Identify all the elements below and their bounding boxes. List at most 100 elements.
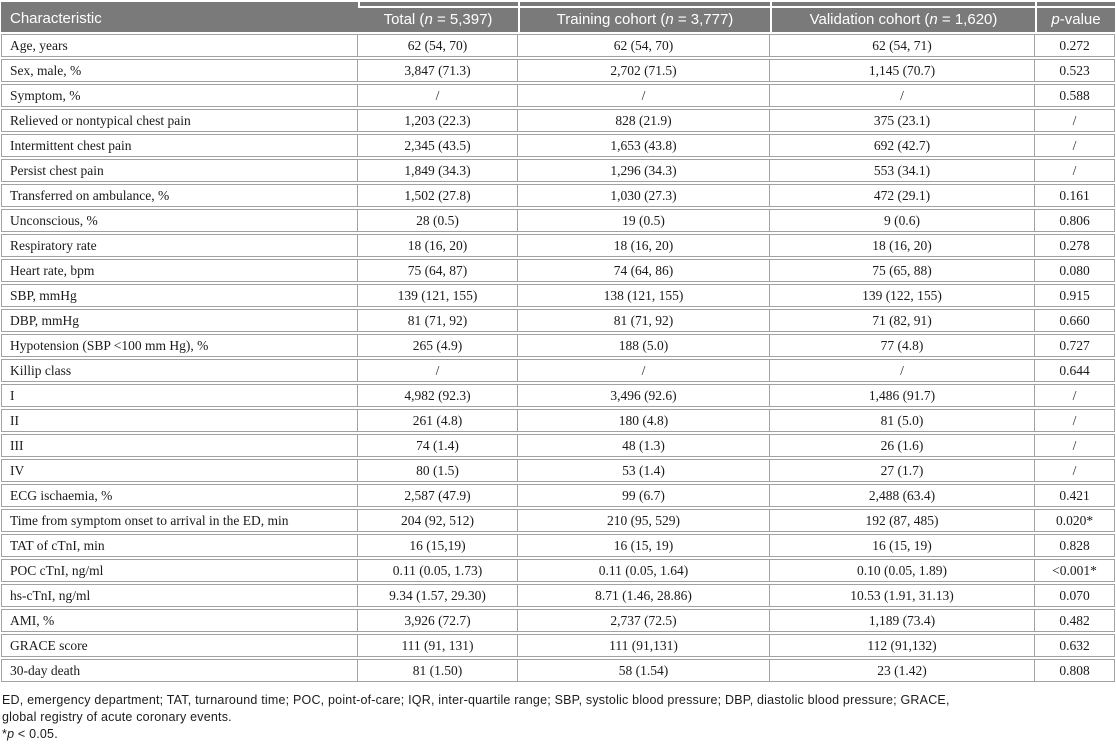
cell-p-value: 0.588	[1035, 84, 1115, 107]
table-row: POC cTnI, ng/ml 0.11 (0.05, 1.73) 0.11 (…	[1, 559, 1115, 582]
cell-training-cohort: 210 (95, 529)	[518, 509, 770, 532]
cell-characteristic: Time from symptom onset to arrival in th…	[1, 509, 358, 532]
cell-p-value: 0.421	[1035, 484, 1115, 507]
cell-validation-cohort: 62 (54, 71)	[770, 34, 1035, 57]
cell-total: 1,203 (22.3)	[358, 109, 518, 132]
cell-characteristic: IV	[1, 459, 358, 482]
abbreviations-note-line2: global registry of acute coronary events…	[2, 710, 232, 724]
column-header-total: Total (n = 5,397)	[358, 8, 518, 32]
header-top-strip-row: Characteristic	[1, 2, 1115, 32]
table-row: III 74 (1.4) 48 (1.3) 26 (1.6) /	[1, 434, 1115, 457]
table-row: AMI, % 3,926 (72.7) 2,737 (72.5) 1,189 (…	[1, 609, 1115, 632]
cell-total: 204 (92, 512)	[358, 509, 518, 532]
cell-validation-cohort: 16 (15, 19)	[770, 534, 1035, 557]
table-row: Persist chest pain 1,849 (34.3) 1,296 (3…	[1, 159, 1115, 182]
header-top-strip	[358, 2, 518, 6]
cell-p-value: <0.001*	[1035, 559, 1115, 582]
cell-training-cohort: 16 (15, 19)	[518, 534, 770, 557]
cell-p-value: 0.161	[1035, 184, 1115, 207]
table-row: Respiratory rate 18 (16, 20) 18 (16, 20)…	[1, 234, 1115, 257]
cell-characteristic: Symptom, %	[1, 84, 358, 107]
cell-p-value: 0.828	[1035, 534, 1115, 557]
cell-total: 2,587 (47.9)	[358, 484, 518, 507]
header-top-strip	[518, 2, 770, 6]
cell-total: 28 (0.5)	[358, 209, 518, 232]
cell-training-cohort: 2,702 (71.5)	[518, 59, 770, 82]
table-row: Relieved or nontypical chest pain 1,203 …	[1, 109, 1115, 132]
cell-training-cohort: 18 (16, 20)	[518, 234, 770, 257]
cell-validation-cohort: 1,486 (91.7)	[770, 384, 1035, 407]
cell-characteristic: Unconscious, %	[1, 209, 358, 232]
cell-validation-cohort: /	[770, 84, 1035, 107]
column-header-validation-cohort: Validation cohort (n = 1,620)	[770, 8, 1035, 32]
table-row: Sex, male, % 3,847 (71.3) 2,702 (71.5) 1…	[1, 59, 1115, 82]
cell-p-value: 0.915	[1035, 284, 1115, 307]
cell-training-cohort: 828 (21.9)	[518, 109, 770, 132]
cell-p-value: 0.727	[1035, 334, 1115, 357]
table-row: Hypotension (SBP <100 mm Hg), % 265 (4.9…	[1, 334, 1115, 357]
significance-threshold: < 0.05.	[14, 727, 58, 741]
cell-validation-cohort: 2,488 (63.4)	[770, 484, 1035, 507]
italic-p: p	[1051, 10, 1060, 28]
italic-p: p	[7, 727, 15, 741]
cell-validation-cohort: 1,145 (70.7)	[770, 59, 1035, 82]
cell-characteristic: 30-day death	[1, 659, 358, 682]
cell-characteristic: TAT of cTnI, min	[1, 534, 358, 557]
column-header-label: Total (	[383, 10, 425, 28]
cell-total: 9.34 (1.57, 29.30)	[358, 584, 518, 607]
cell-training-cohort: 0.11 (0.05, 1.64)	[518, 559, 770, 582]
cell-training-cohort: 188 (5.0)	[518, 334, 770, 357]
column-header-label: Validation cohort (	[809, 10, 930, 28]
cell-training-cohort: 180 (4.8)	[518, 409, 770, 432]
cell-p-value: /	[1035, 159, 1115, 182]
cell-training-cohort: 58 (1.54)	[518, 659, 770, 682]
cell-p-value: 0.644	[1035, 359, 1115, 382]
cell-total: 265 (4.9)	[358, 334, 518, 357]
cell-p-value: 0.080	[1035, 259, 1115, 282]
table-row: TAT of cTnI, min 16 (15,19) 16 (15, 19) …	[1, 534, 1115, 557]
cell-characteristic: Sex, male, %	[1, 59, 358, 82]
cell-total: /	[358, 359, 518, 382]
column-header-label: Training cohort (	[556, 10, 666, 28]
cell-p-value: 0.020*	[1035, 509, 1115, 532]
cell-total: 3,847 (71.3)	[358, 59, 518, 82]
cell-total: 18 (16, 20)	[358, 234, 518, 257]
table-footnotes: ED, emergency department; TAT, turnaroun…	[2, 692, 1113, 743]
cell-validation-cohort: 75 (65, 88)	[770, 259, 1035, 282]
cell-total: 81 (1.50)	[358, 659, 518, 682]
cell-characteristic: Transferred on ambulance, %	[1, 184, 358, 207]
cell-characteristic: SBP, mmHg	[1, 284, 358, 307]
cell-characteristic: Persist chest pain	[1, 159, 358, 182]
cell-p-value: 0.632	[1035, 634, 1115, 657]
cell-p-value: 0.482	[1035, 609, 1115, 632]
table-row: DBP, mmHg 81 (71, 92) 81 (71, 92) 71 (82…	[1, 309, 1115, 332]
cell-total: 80 (1.5)	[358, 459, 518, 482]
cell-characteristic: AMI, %	[1, 609, 358, 632]
cell-total: 16 (15,19)	[358, 534, 518, 557]
cell-validation-cohort: 1,189 (73.4)	[770, 609, 1035, 632]
cell-characteristic: Age, years	[1, 34, 358, 57]
table-row: SBP, mmHg 139 (121, 155) 138 (121, 155) …	[1, 284, 1115, 307]
abbreviations-note-line1: ED, emergency department; TAT, turnaroun…	[2, 693, 950, 707]
cell-training-cohort: 3,496 (92.6)	[518, 384, 770, 407]
cell-training-cohort: 62 (54, 70)	[518, 34, 770, 57]
cell-total: 1,849 (34.3)	[358, 159, 518, 182]
cell-validation-cohort: 26 (1.6)	[770, 434, 1035, 457]
cell-p-value: /	[1035, 109, 1115, 132]
cell-p-value: 0.272	[1035, 34, 1115, 57]
cell-validation-cohort: /	[770, 359, 1035, 382]
header-label-row: Total (n = 5,397) Training cohort (n = 3…	[1, 8, 1115, 32]
cell-p-value: 0.660	[1035, 309, 1115, 332]
cell-total: 74 (1.4)	[358, 434, 518, 457]
table-row: IV 80 (1.5) 53 (1.4) 27 (1.7) /	[1, 459, 1115, 482]
table-row: I 4,982 (92.3) 3,496 (92.6) 1,486 (91.7)…	[1, 384, 1115, 407]
cell-total: 4,982 (92.3)	[358, 384, 518, 407]
table-row: Transferred on ambulance, % 1,502 (27.8)…	[1, 184, 1115, 207]
column-header-p-value: p-value	[1035, 8, 1115, 32]
column-header-label: Characteristic	[10, 10, 102, 27]
cell-validation-cohort: 692 (42.7)	[770, 134, 1035, 157]
italic-n: n	[929, 10, 938, 28]
cell-validation-cohort: 18 (16, 20)	[770, 234, 1035, 257]
cell-validation-cohort: 77 (4.8)	[770, 334, 1035, 357]
column-header-label: = 5,397)	[432, 10, 493, 28]
